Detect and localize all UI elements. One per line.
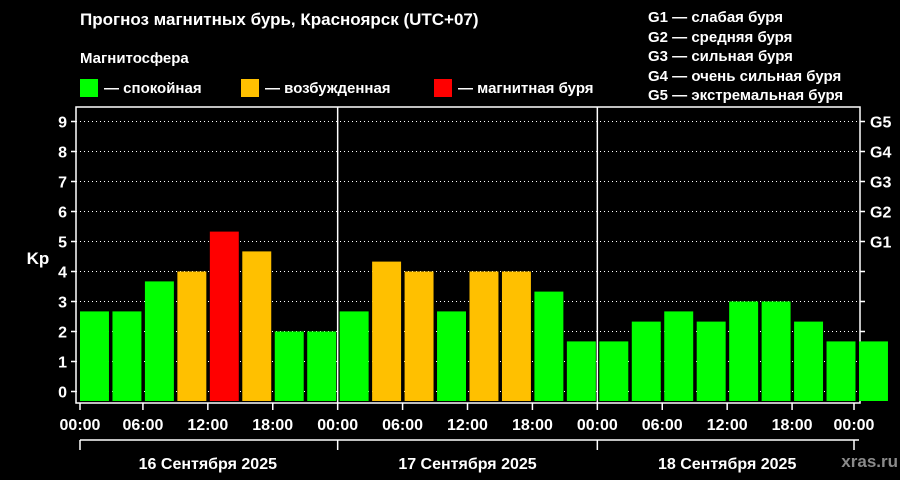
y-tick-label: 9 [58, 115, 67, 132]
g-tick-label: G2 [870, 205, 891, 222]
watermark: xras.ru [841, 452, 898, 471]
x-tick-label: 18:00 [252, 417, 293, 434]
y-tick-label: 8 [58, 145, 67, 162]
kp-bar [566, 341, 596, 401]
g-tick-label: G4 [870, 145, 891, 162]
kp-bar [209, 231, 239, 401]
kp-bar [859, 341, 888, 401]
y-tick-label: 6 [58, 205, 67, 222]
g-tick-label: G3 [870, 175, 891, 192]
legend-item: — возбужденная [241, 79, 391, 97]
x-tick-label: 12:00 [707, 417, 748, 434]
legend-label: — спокойная [104, 79, 202, 97]
x-tick-label: 06:00 [382, 417, 423, 434]
kp-bar [177, 271, 207, 401]
x-tick-label: 12:00 [447, 417, 488, 434]
kp-bar [501, 271, 531, 401]
chart-title: Прогноз магнитных бурь, Красноярск (UTC+… [80, 10, 479, 29]
g-legend-item: G3 — сильная буря [648, 48, 793, 65]
x-tick-label: 18:00 [512, 417, 553, 434]
g-legend-item: G1 — слабая буря [648, 9, 784, 26]
x-tick-label: 00:00 [834, 417, 875, 434]
legend-swatch [241, 79, 259, 97]
chart-subtitle: Магнитосфера [80, 50, 189, 67]
kp-bar [469, 271, 499, 401]
x-tick-label: 00:00 [60, 417, 101, 434]
kp-bar [80, 311, 109, 401]
x-tick-label: 06:00 [122, 417, 163, 434]
kp-bar [761, 301, 791, 401]
y-tick-label: 7 [58, 175, 67, 192]
legend-item: — магнитная буря [434, 79, 594, 97]
g-legend-item: G5 — экстремальная буря [648, 87, 844, 104]
y-tick-label: 2 [58, 325, 67, 342]
x-tick-label: 18:00 [772, 417, 813, 434]
g-legend-item: G4 — очень сильная буря [648, 67, 842, 85]
y-tick-label: 0 [58, 385, 67, 402]
kp-bar [144, 281, 174, 401]
day-label: 16 Сентября 2025 [139, 456, 277, 473]
y-tick-label: 4 [58, 265, 67, 282]
kp-bar [729, 301, 759, 401]
y-tick-label: 1 [58, 355, 67, 372]
kp-bar [372, 261, 402, 401]
g-tick-label: G1 [870, 235, 891, 252]
legend-label: — возбужденная [265, 79, 391, 97]
kp-bar [794, 321, 824, 401]
legend-label: — магнитная буря [458, 79, 594, 97]
kp-bar [112, 311, 142, 401]
x-tick-label: 00:00 [577, 417, 618, 434]
x-tick-label: 00:00 [317, 417, 358, 434]
kp-bar [404, 271, 434, 401]
kp-bar [599, 341, 629, 401]
kp-bar [242, 251, 272, 401]
day-label: 18 Сентября 2025 [658, 456, 796, 473]
kp-bar [696, 321, 726, 401]
legend-swatch [434, 79, 452, 97]
y-tick-label: 5 [58, 235, 67, 252]
kp-bar [274, 331, 304, 401]
legend-item: — спокойная [80, 79, 202, 97]
y-axis-label: Kp [27, 249, 50, 268]
g-scale-legend: G1 — слабая буря G2 — средняя буря G3 — си… [648, 8, 843, 106]
kp-bar [534, 291, 564, 401]
x-tick-label: 12:00 [187, 417, 228, 434]
y-tick-label: 3 [58, 295, 67, 312]
kp-bar [664, 311, 694, 401]
legend-swatch [80, 79, 98, 97]
kp-bar [307, 331, 337, 401]
x-tick-label: 06:00 [642, 417, 683, 434]
kp-bar [437, 311, 466, 401]
day-label: 17 Сентября 2025 [398, 456, 536, 473]
g-tick-label: G5 [870, 115, 891, 132]
kp-bar [339, 311, 369, 401]
kp-bar [631, 321, 661, 401]
kp-bar [826, 341, 856, 401]
g-legend-item: G2 — средняя буря [648, 28, 793, 46]
